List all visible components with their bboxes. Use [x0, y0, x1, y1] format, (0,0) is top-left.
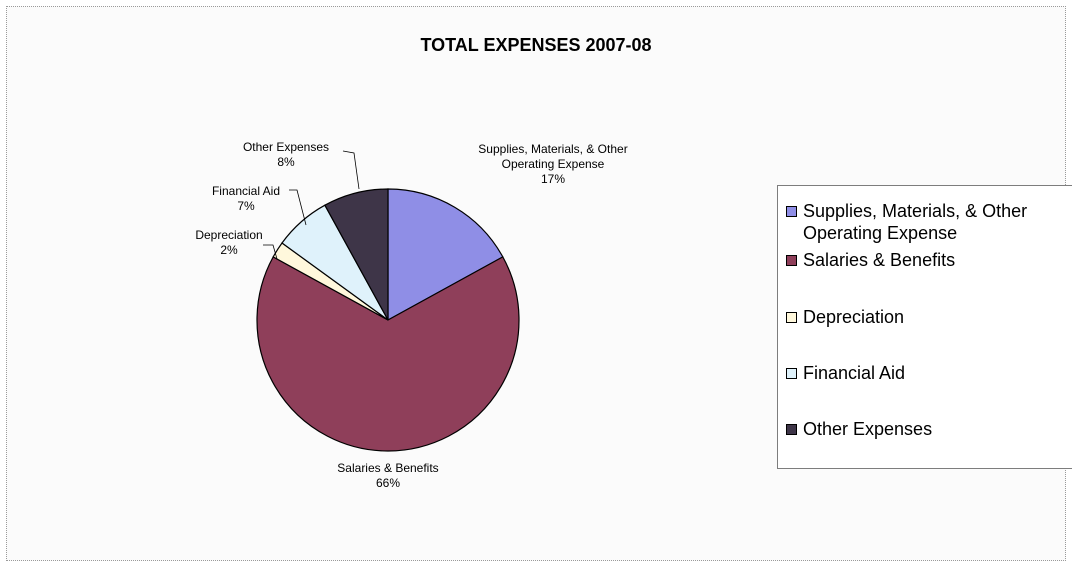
- legend-swatch-salaries: [786, 255, 797, 266]
- legend-label-salaries: Salaries & Benefits: [803, 250, 956, 270]
- chart-legend: Supplies, Materials, & Other Operating E…: [777, 185, 1072, 469]
- leader-line-other-expenses: [342, 150, 360, 190]
- slice-value-label-depreciation: 2%: [220, 243, 238, 257]
- slice-value-label-financial-aid: 7%: [237, 199, 255, 213]
- legend-label-financial-aid: Financial Aid: [803, 363, 906, 383]
- legend-item-salaries: Salaries & Benefits: [786, 249, 1072, 271]
- legend-item-depreciation: Depreciation: [786, 306, 1072, 328]
- legend-swatch-supplies: [786, 206, 797, 217]
- legend-item-supplies: Supplies, Materials, & Other Operating E…: [786, 200, 1072, 244]
- leader-line-financial-aid: [289, 189, 307, 226]
- legend-label-depreciation: Depreciation: [803, 307, 905, 327]
- slice-name-label-financial-aid-1: Financial Aid: [212, 184, 280, 198]
- chart-title: TOTAL EXPENSES 2007-08: [420, 35, 652, 55]
- pie-slice-other-expenses: [324, 188, 389, 321]
- slice-value-label-other-expenses: 8%: [277, 155, 295, 169]
- legend-label-other-expenses: Other Expenses: [803, 419, 933, 439]
- slice-value-label-salaries-benefits: 66%: [376, 476, 400, 490]
- legend-swatch-depreciation: [786, 312, 797, 323]
- slice-name-label-supplies-materials-other-operating-expense-2: Operating Expense: [502, 157, 605, 171]
- pie-slice-supplies-materials-other-operating-expense: [387, 188, 504, 322]
- chart-area: TOTAL EXPENSES 2007-08 Supplies, Materia…: [6, 6, 1072, 561]
- legend-label-supplies-line1: Supplies, Materials, & Other: [803, 201, 1028, 221]
- slice-value-label-supplies-materials-other-operating-expense: 17%: [541, 172, 565, 186]
- pie-slice-salaries-benefits: [256, 256, 520, 452]
- legend-swatch-other-expenses: [786, 424, 797, 435]
- legend-item-financial-aid: Financial Aid: [786, 362, 1072, 384]
- legend-item-other-expenses: Other Expenses: [786, 418, 1072, 440]
- slice-name-label-salaries-benefits-1: Salaries & Benefits: [337, 461, 438, 475]
- legend-label-supplies-line2: Operating Expense: [803, 223, 958, 243]
- slice-name-label-supplies-materials-other-operating-expense-1: Supplies, Materials, & Other: [478, 142, 627, 156]
- legend-swatch-financial-aid: [786, 368, 797, 379]
- leader-line-depreciation: [263, 244, 278, 260]
- slice-name-label-depreciation-1: Depreciation: [195, 228, 262, 242]
- slice-name-label-other-expenses-1: Other Expenses: [243, 140, 329, 154]
